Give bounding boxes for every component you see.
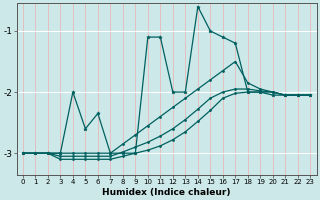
X-axis label: Humidex (Indice chaleur): Humidex (Indice chaleur)	[102, 188, 231, 197]
